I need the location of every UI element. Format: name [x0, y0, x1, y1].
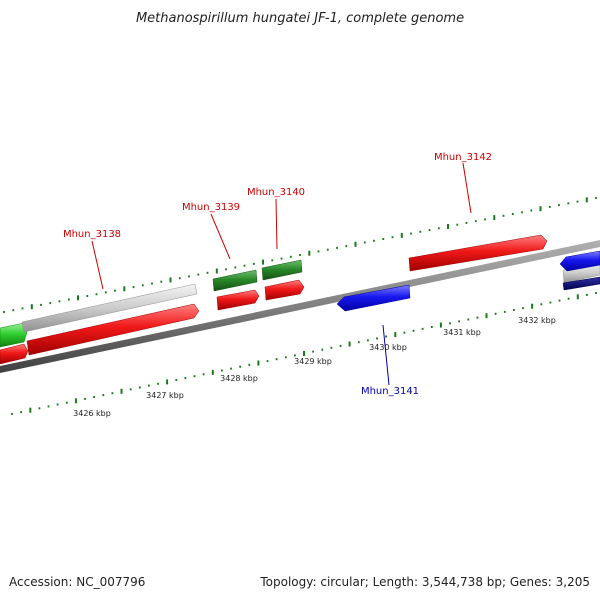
gene-labels: Mhun_3138 Mhun_3139 Mhun_3140 Mhun_3141 … [63, 152, 492, 397]
gene-feature-gray[interactable] [21, 283, 198, 333]
scale-tick-track [11, 292, 597, 415]
accession-text: Accession: NC_007796 [9, 575, 145, 589]
scale-label: 3429 kbp [294, 357, 332, 366]
genome-backbone [0, 240, 600, 373]
gene-feature-Mhun-3139[interactable] [212, 269, 258, 292]
red-gene-row [0, 279, 305, 365]
gene-label-Mhun-3141[interactable]: Mhun_3141 [361, 386, 419, 397]
scale-label: 3431 kbp [443, 328, 481, 337]
scale-label: 3426 kbp [73, 409, 111, 418]
plus-strand-genes [0, 234, 600, 348]
scale-label: 3427 kbp [146, 391, 184, 400]
upper-tick-track [3, 197, 597, 313]
gene-label-leaders [91, 162, 472, 386]
gene-feature-Mhun-3140[interactable] [261, 259, 303, 281]
minus-strand-genes [336, 250, 600, 312]
gene-feature-lime[interactable] [0, 322, 28, 348]
gene-label-Mhun-3140[interactable]: Mhun_3140 [247, 187, 305, 198]
gene-feature-red-small-2[interactable] [264, 279, 305, 301]
gene-feature-Mhun-3141[interactable] [336, 284, 411, 312]
scale-labels: 3426 kbp 3427 kbp 3428 kbp 3429 kbp 3430… [73, 316, 556, 418]
scale-label: 3428 kbp [220, 374, 258, 383]
gene-feature-Mhun-3138[interactable] [26, 303, 200, 356]
scale-label: 3432 kbp [518, 316, 556, 325]
gene-feature-red-left[interactable] [0, 343, 29, 365]
gene-label-Mhun-3142[interactable]: Mhun_3142 [434, 152, 492, 163]
scale-label: 3430 kbp [369, 343, 407, 352]
gene-label-Mhun-3138[interactable]: Mhun_3138 [63, 229, 121, 240]
gene-feature-navy-right[interactable] [562, 276, 600, 291]
genome-title: Methanospirillum hungatei JF-1, complete… [136, 11, 464, 26]
gene-label-Mhun-3139[interactable]: Mhun_3139 [182, 202, 240, 213]
genome-summary-text: Topology: circular; Length: 3,544,738 bp… [259, 575, 590, 589]
gene-feature-Mhun-3142[interactable] [408, 234, 548, 272]
gene-feature-red-small-1[interactable] [216, 289, 260, 311]
gene-feature-blue-right[interactable] [559, 250, 600, 272]
